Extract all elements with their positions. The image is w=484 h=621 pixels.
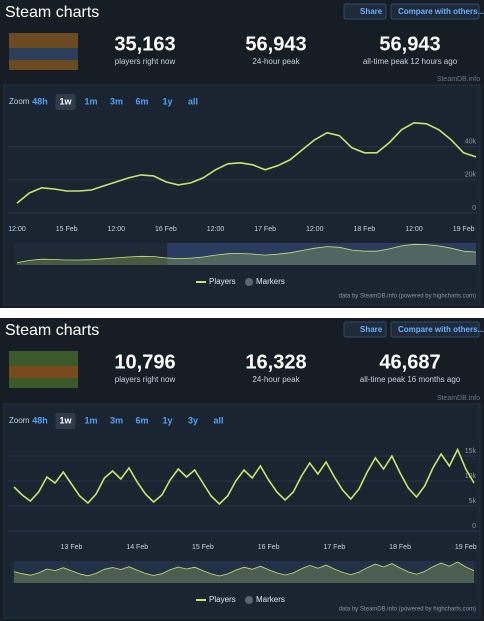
zoom-button[interactable]: 1y bbox=[162, 96, 172, 106]
y-tick-label: 0 bbox=[472, 523, 476, 530]
stat-value: 56,943 bbox=[245, 33, 306, 55]
share-button[interactable] bbox=[343, 3, 387, 20]
zoom-button-selected[interactable] bbox=[55, 94, 76, 110]
zoom-label: Zoom bbox=[9, 97, 30, 106]
zoom-button[interactable]: 1m bbox=[84, 96, 97, 106]
legend-markers[interactable]: Markers bbox=[256, 595, 285, 604]
compare-button[interactable] bbox=[390, 3, 480, 20]
navigator-bg bbox=[11, 561, 477, 583]
footer: data by SteamDB.info (powered by highcha… bbox=[339, 294, 476, 300]
x-tick-label: 19 Feb bbox=[455, 544, 477, 551]
navigator-line bbox=[13, 561, 475, 577]
stat-label: all-time peak 12 hours ago bbox=[363, 57, 458, 66]
zoom-button[interactable]: 1m bbox=[84, 415, 97, 425]
zoom-button[interactable]: 6m bbox=[135, 96, 148, 106]
x-tick-label: 19 Feb bbox=[453, 226, 475, 233]
zoom-button[interactable]: 3y bbox=[188, 415, 198, 425]
x-tick-label: 15 Feb bbox=[192, 544, 214, 551]
legend-label[interactable]: Players bbox=[209, 595, 236, 604]
game-logo-band bbox=[9, 366, 78, 378]
y-tick-label: 40k bbox=[465, 139, 477, 146]
chart-box bbox=[3, 84, 481, 306]
compare-label[interactable]: Compare with others... bbox=[398, 7, 484, 16]
y-tick-label: 20k bbox=[465, 172, 477, 179]
zoom-button[interactable]: 48h bbox=[32, 96, 48, 106]
x-tick-label: 13 Feb bbox=[61, 544, 83, 551]
game-logo-band bbox=[9, 48, 78, 60]
stat-value: 16,328 bbox=[245, 351, 306, 373]
stat-value: 10,796 bbox=[114, 351, 175, 373]
compare-label[interactable]: Compare with others... bbox=[398, 325, 484, 334]
legend-marker-swatch bbox=[245, 278, 253, 286]
stat-label: 24-hour peak bbox=[252, 57, 300, 66]
zoom-button[interactable]: all bbox=[213, 415, 223, 425]
zoom-button[interactable]: 3m bbox=[110, 415, 123, 425]
panel-title: Steam charts bbox=[5, 4, 99, 21]
stat-value: 35,163 bbox=[114, 33, 175, 55]
x-tick-label: 12:00 bbox=[207, 226, 225, 233]
x-tick-label: 14 Feb bbox=[126, 544, 148, 551]
y-tick-label: 5k bbox=[469, 498, 477, 505]
share-button[interactable] bbox=[343, 321, 387, 338]
credit: SteamDB.info bbox=[437, 395, 480, 402]
zoom-button-selected[interactable] bbox=[55, 413, 76, 429]
y-tick-label: 0 bbox=[472, 205, 476, 212]
x-tick-label: 17 Feb bbox=[254, 226, 276, 233]
x-tick-label: 18 Feb bbox=[389, 544, 411, 551]
zoom-button[interactable]: 48h bbox=[32, 415, 48, 425]
share-label[interactable]: Share bbox=[360, 325, 383, 334]
zoom-button[interactable]: 1w bbox=[59, 415, 72, 425]
stat-value: 56,943 bbox=[379, 33, 440, 55]
navigator-line bbox=[16, 243, 477, 264]
x-tick-label: 12:00 bbox=[107, 226, 125, 233]
stat-label: players right now bbox=[115, 57, 176, 66]
navigator-selection bbox=[167, 243, 476, 265]
compare-button[interactable] bbox=[390, 321, 480, 338]
legend-markers[interactable]: Markers bbox=[256, 277, 285, 286]
x-tick-label: 15 Feb bbox=[56, 226, 78, 233]
stat-label: all-time peak 16 months ago bbox=[360, 375, 461, 384]
x-tick-label: 12:00 bbox=[405, 226, 423, 233]
x-tick-label: 16 Feb bbox=[258, 544, 280, 551]
x-tick-label: 17 Feb bbox=[323, 544, 345, 551]
players-line bbox=[16, 121, 477, 204]
stat-label: players right now bbox=[115, 375, 176, 384]
x-tick-label: 18 Feb bbox=[353, 226, 375, 233]
zoom-button[interactable]: all bbox=[188, 96, 198, 106]
zoom-button[interactable]: 1w bbox=[59, 96, 72, 106]
navigator-area bbox=[14, 561, 474, 583]
share-label[interactable]: Share bbox=[360, 7, 383, 16]
y-tick-label: 15k bbox=[465, 448, 477, 455]
zoom-button[interactable]: 3m bbox=[110, 96, 123, 106]
x-tick-label: 16 Feb bbox=[155, 226, 177, 233]
credit: SteamDB.info bbox=[437, 76, 480, 83]
panel-title: Steam charts bbox=[5, 322, 99, 339]
zoom-button[interactable]: 6m bbox=[135, 415, 148, 425]
chart-box bbox=[3, 403, 481, 619]
x-tick-label: 12:00 bbox=[306, 226, 324, 233]
navigator-area bbox=[17, 244, 476, 265]
x-tick-label: 12:00 bbox=[8, 226, 26, 233]
footer: data by SteamDB.info (powered by highcha… bbox=[339, 607, 476, 613]
legend-label[interactable]: Players bbox=[209, 277, 236, 286]
legend-marker-swatch bbox=[245, 596, 253, 604]
players-line bbox=[13, 447, 475, 506]
stat-label: 24-hour peak bbox=[252, 375, 300, 384]
zoom-button[interactable]: 1y bbox=[162, 415, 172, 425]
zoom-label: Zoom bbox=[9, 416, 30, 425]
stat-value: 46,687 bbox=[379, 351, 440, 373]
